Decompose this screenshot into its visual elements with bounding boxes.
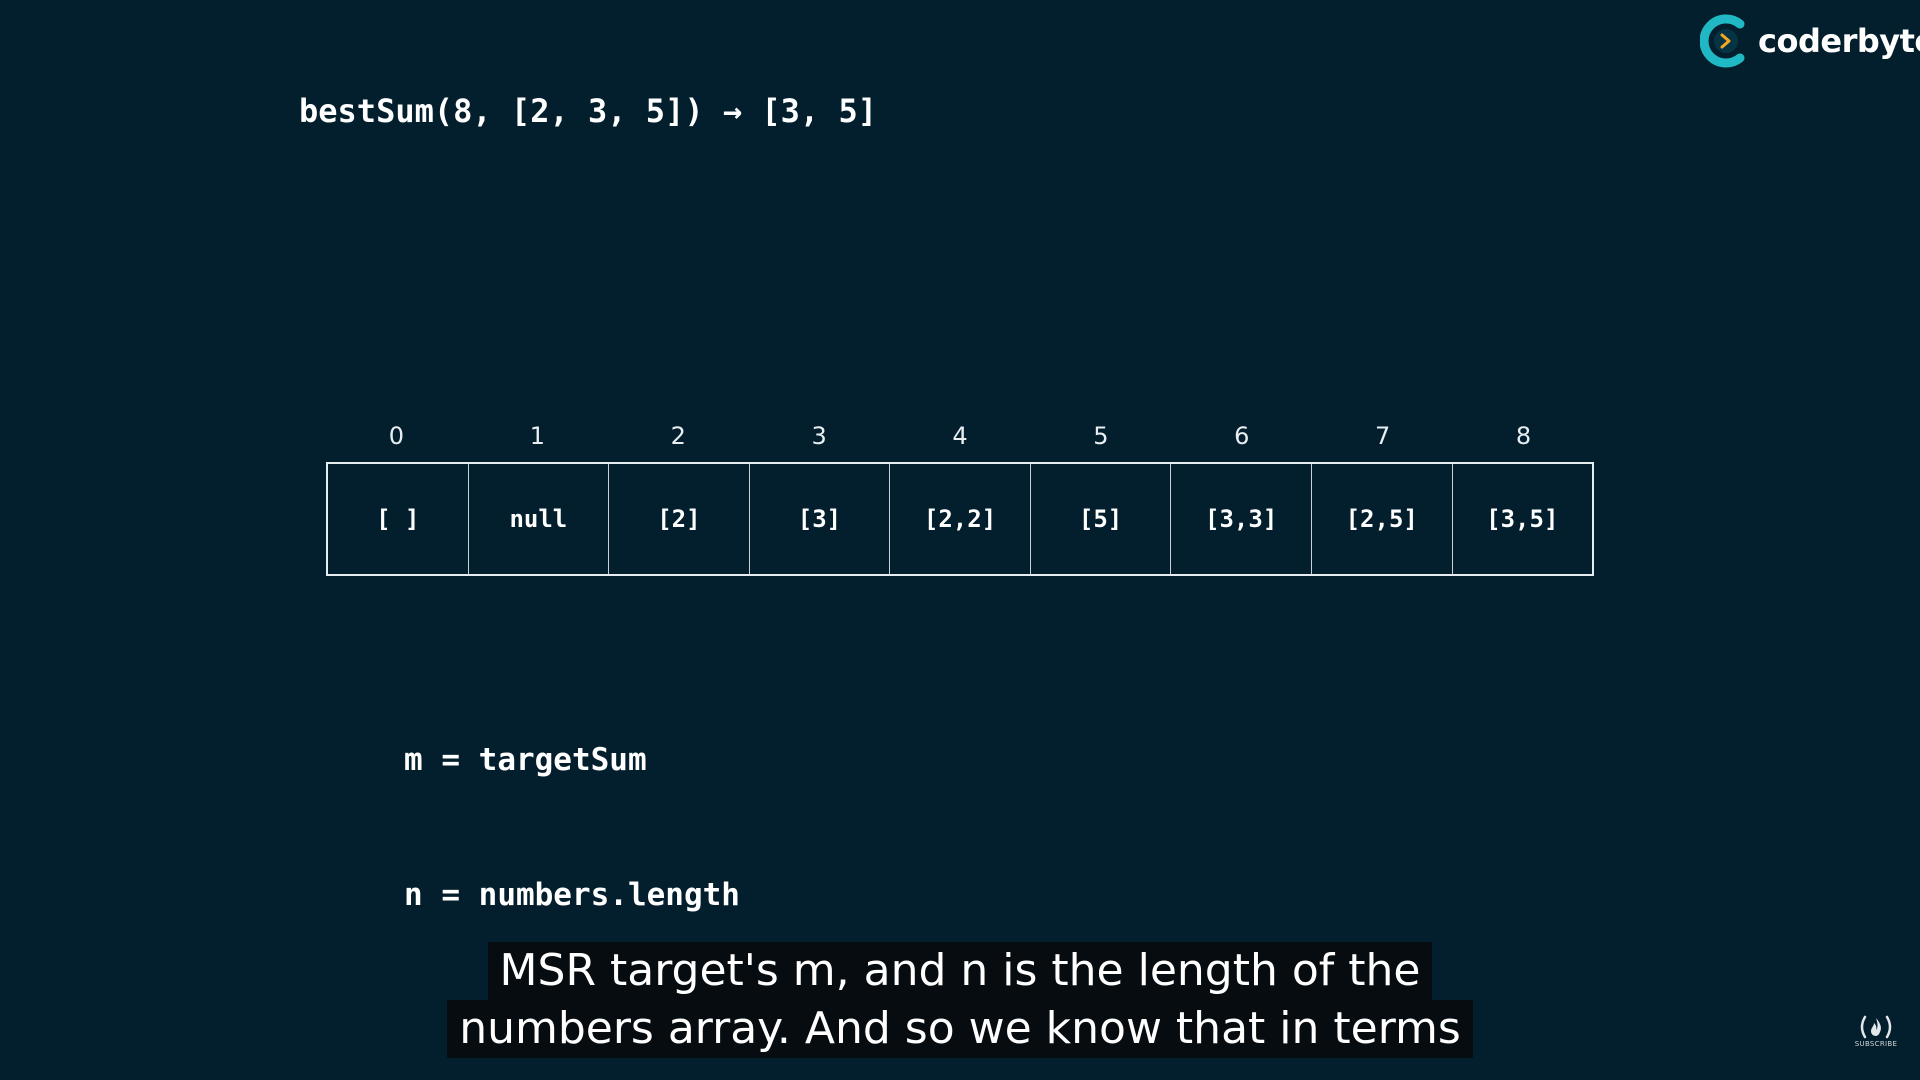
table-index: 8: [1515, 422, 1532, 450]
table-cell: [3,5]: [1451, 464, 1593, 574]
table-index: 7: [1375, 422, 1391, 450]
table-cell: [3]: [748, 464, 890, 574]
caption-line-2: numbers array. And so we know that in te…: [447, 1000, 1473, 1058]
table-cell: [2]: [608, 464, 749, 574]
table-cell: [ ]: [376, 505, 420, 533]
variable-definitions: m = targetSum n = numbers.length: [404, 648, 740, 963]
table-cell: [2,5]: [1310, 464, 1452, 574]
table-cell: [5]: [1029, 464, 1171, 574]
video-captions: MSR target's m, and n is the length of t…: [0, 942, 1920, 1058]
subscribe-label: SUBSCRIBE: [1854, 1040, 1898, 1048]
brand-name: coderbyte: [1758, 22, 1920, 60]
table-cell: [3,3]: [1170, 464, 1311, 574]
dp-table: [ ] null [2] [3] [2,2] [5] [3,3] [2,5] […: [326, 462, 1594, 576]
definition-m: m = targetSum: [404, 742, 647, 778]
function-expression: bestSum(8, [2, 3, 5]) → [3, 5]: [299, 92, 877, 130]
table-index: 1: [529, 422, 545, 450]
coderbyte-logo: coderbyte: [1700, 14, 1920, 68]
subscribe-button[interactable]: SUBSCRIBE: [1852, 1014, 1900, 1048]
table-cell: null: [467, 464, 609, 574]
table-index: 5: [1093, 422, 1109, 450]
table-index-row: 0 1 2 3 4 5 6 7 8: [326, 422, 1594, 450]
table-index: 0: [388, 422, 405, 450]
table-index: 4: [952, 422, 968, 450]
definition-n: n = numbers.length: [404, 877, 740, 913]
caption-line-1: MSR target's m, and n is the length of t…: [487, 942, 1433, 1000]
coderbyte-logo-icon: [1700, 14, 1745, 68]
freecodecamp-flame-icon: [1860, 1015, 1892, 1039]
table-cell: [2,2]: [889, 464, 1030, 574]
table-index: 6: [1234, 422, 1250, 450]
table-index: 2: [670, 422, 686, 450]
table-index: 3: [811, 422, 827, 450]
